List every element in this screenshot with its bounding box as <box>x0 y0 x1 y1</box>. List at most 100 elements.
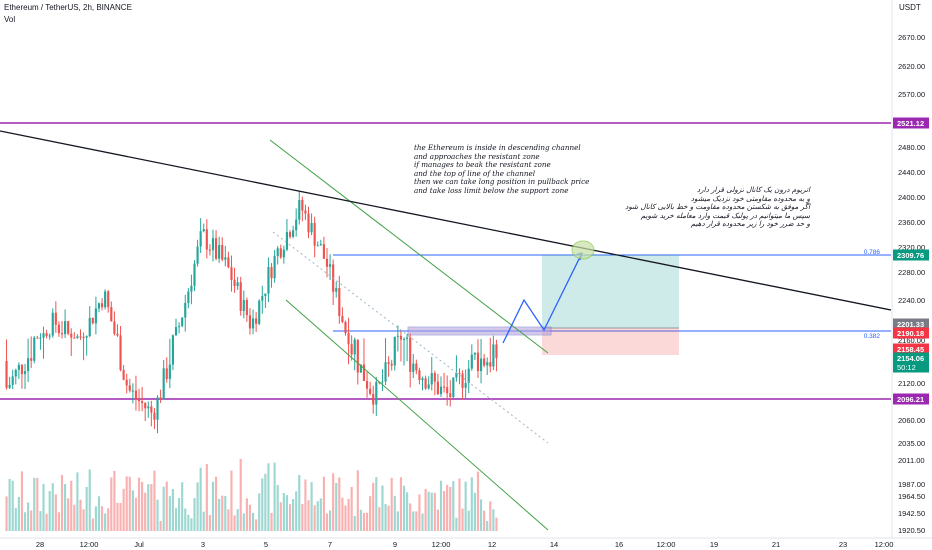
price-label-badge[interactable] <box>893 393 929 405</box>
candle-body <box>184 302 187 318</box>
volume-bar <box>184 508 187 531</box>
volume-bar <box>174 508 178 531</box>
candle-body <box>362 364 366 381</box>
volume-bar <box>134 497 138 531</box>
candle-body <box>94 308 97 324</box>
candle-body <box>57 324 61 334</box>
volume-bar <box>64 484 67 531</box>
candle-body <box>446 387 449 394</box>
time-tick-label: 5 <box>264 540 268 549</box>
volume-bar <box>110 477 113 531</box>
price-tick-label: 2360.00 <box>898 218 925 227</box>
candle-body <box>470 354 473 369</box>
candle-body <box>76 336 79 339</box>
candle-body <box>282 249 285 258</box>
candle-body <box>267 266 270 294</box>
volume-bar <box>39 511 42 531</box>
candle-body <box>147 406 150 409</box>
volume-bar <box>125 476 128 531</box>
price-label-text: 2154.06 <box>897 354 924 363</box>
volume-bar <box>409 503 412 531</box>
price-tick-label: 2480.00 <box>898 143 925 152</box>
volume-bar <box>347 498 350 531</box>
volume-bar <box>319 498 322 531</box>
price-label-badge[interactable] <box>893 318 929 330</box>
volume-bar <box>233 515 236 531</box>
fib-0382-label: 0.382 <box>864 333 881 340</box>
volume-bar <box>168 496 171 531</box>
candle-body <box>205 229 208 250</box>
price-axis[interactable]: 2670.00 2620.00 2570.00 2480.00 2440.00 2400.… <box>893 33 929 535</box>
volume-bar <box>73 504 76 531</box>
volume-bar <box>461 508 464 531</box>
volume-bar <box>27 502 30 531</box>
time-tick-label: 12 <box>488 540 496 549</box>
volume-bar <box>11 480 14 531</box>
volume-bar <box>5 496 8 531</box>
candle-body <box>60 333 64 335</box>
volume-bar <box>137 477 141 531</box>
price-tick-label: 1920.50 <box>898 526 925 535</box>
price-label-badge[interactable] <box>893 352 929 364</box>
volume-bar <box>20 471 24 531</box>
candle-body <box>251 318 255 329</box>
volume-bar <box>202 511 205 531</box>
volume-bar <box>449 486 452 531</box>
volume-bar <box>224 496 227 531</box>
time-tick-label: 12:00 <box>875 540 894 549</box>
price-tick-label: 2670.00 <box>898 33 925 42</box>
volume-bar <box>301 504 304 531</box>
drawings-back: 0.786 0.382 <box>0 122 891 400</box>
volume-bar <box>359 509 362 531</box>
candle-body <box>439 386 443 395</box>
candle-body <box>162 368 165 400</box>
volume-bar <box>464 481 467 531</box>
candle-body <box>224 257 227 260</box>
time-tick-label: 21 <box>772 540 780 549</box>
volume-bar <box>476 471 480 531</box>
volume-bar <box>338 477 341 531</box>
time-axis[interactable]: 28 12:00 Jul 3 5 7 9 12:00 12 14 16 12:00 19 21 23 12:0… <box>36 540 894 549</box>
volume-bar <box>276 484 279 531</box>
candle-body <box>455 372 458 378</box>
drawings-front <box>0 130 892 531</box>
volume-bar <box>165 481 168 531</box>
price-label-badge[interactable] <box>893 343 929 355</box>
candle-body <box>372 393 375 405</box>
candle-body <box>433 373 436 382</box>
volume-bar <box>378 507 381 531</box>
volume-bar <box>70 480 73 531</box>
candle-body <box>45 333 48 337</box>
volume-bar <box>439 480 443 531</box>
price-label-badge[interactable] <box>893 327 929 339</box>
candle-body <box>276 248 279 256</box>
candle-body <box>473 352 476 355</box>
currency-badge[interactable]: USDT <box>897 3 923 12</box>
candle-body <box>153 412 156 420</box>
candle-body <box>384 362 387 382</box>
volume-bar <box>128 476 131 531</box>
candle-body <box>79 336 82 338</box>
candle-body <box>36 337 39 339</box>
price-tick-label: 2570.00 <box>898 90 925 99</box>
candle-body <box>221 245 224 260</box>
volume-bar <box>353 516 356 531</box>
candle-body <box>144 403 147 409</box>
volume-bar <box>362 512 366 531</box>
candle-body <box>174 327 178 336</box>
price-tick-label: 2440.00 <box>898 168 925 177</box>
price-label-badge[interactable] <box>893 117 929 129</box>
volume-bar <box>356 470 359 531</box>
price-label-text: 2521.12 <box>897 119 924 128</box>
candle-body <box>310 222 313 233</box>
price-label-badge[interactable] <box>893 249 929 261</box>
candle-body <box>236 282 239 287</box>
candle-body <box>421 378 424 380</box>
candle-body <box>341 315 344 322</box>
volume-bar <box>279 502 282 531</box>
volume-bar <box>369 496 372 531</box>
volume-bar <box>418 494 421 531</box>
volume-bar <box>285 495 289 531</box>
volume-bar <box>156 499 159 531</box>
